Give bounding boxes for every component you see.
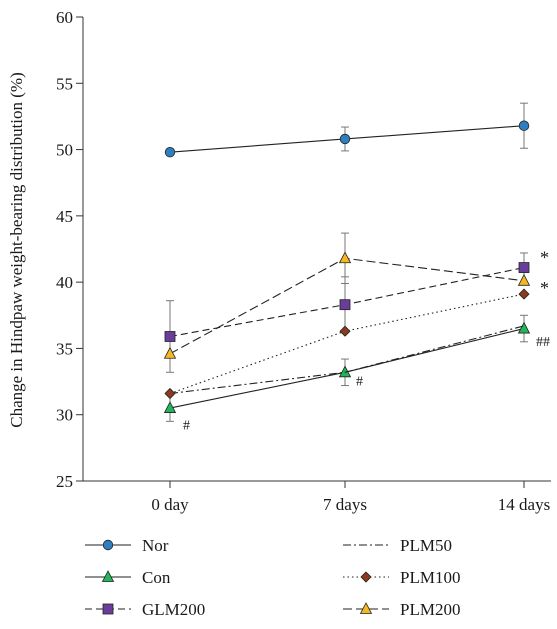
y-tick-label: 45 — [56, 207, 73, 226]
data-point-plm100 — [339, 325, 351, 337]
legend-marker-nor — [102, 539, 114, 551]
data-point-nor — [339, 133, 351, 145]
series-layer — [163, 102, 531, 422]
significance-annotation: * — [540, 278, 549, 298]
legend-label-nor: Nor — [142, 536, 169, 555]
y-ticks: 25 30 35 40 45 50 55 60 — [56, 8, 83, 491]
y-tick-label: 50 — [56, 141, 73, 160]
series-plm100 — [164, 288, 530, 400]
series-nor — [164, 102, 530, 158]
y-tick-label: 60 — [56, 8, 73, 27]
legend-marker-glm200 — [102, 603, 114, 615]
y-tick-label: 25 — [56, 472, 73, 491]
legend-marker-con — [101, 570, 115, 582]
legend-item-plm50: PLM50 — [343, 536, 452, 555]
legend-label-plm100: PLM100 — [400, 568, 460, 587]
y-axis-label: Change in Hindpaw weight-bearing distrib… — [7, 72, 26, 428]
data-point-nor — [164, 147, 176, 158]
data-point-glm200 — [339, 299, 351, 311]
x-tick-label: 14 days — [498, 495, 550, 514]
x-tick-label: 0 day — [151, 495, 189, 514]
data-point-glm200 — [164, 331, 176, 342]
significance-annotation: # — [183, 418, 190, 433]
significance-annotation: # — [356, 375, 363, 390]
legend-marker-plm200 — [359, 602, 373, 614]
series-plm50 — [169, 325, 525, 395]
data-point-plm100 — [164, 387, 176, 400]
data-point-glm200 — [518, 262, 530, 273]
significance-annotation: * — [540, 248, 549, 268]
y-tick-label: 30 — [56, 406, 73, 425]
annotations: ####** — [183, 248, 550, 434]
data-point-nor — [518, 120, 530, 131]
series-plm200 — [163, 232, 531, 359]
y-tick-label: 35 — [56, 339, 73, 358]
x-tick-label: 7 days — [323, 495, 367, 514]
legend-item-con: Con — [85, 568, 171, 587]
legend-label-glm200: GLM200 — [142, 600, 205, 619]
legend-item-nor: Nor — [85, 536, 169, 555]
data-point-con — [517, 321, 531, 334]
data-point-plm200 — [338, 251, 352, 264]
legend-item-plm200: PLM200 — [343, 600, 460, 619]
data-point-plm200 — [163, 346, 177, 359]
legend-label-con: Con — [142, 568, 171, 587]
data-point-con — [163, 401, 177, 413]
x-ticks: 0 day 7 days 14 days — [151, 481, 550, 514]
significance-annotation: ## — [536, 335, 550, 350]
legend-label-plm50: PLM50 — [400, 536, 452, 555]
legend-label-plm200: PLM200 — [400, 600, 460, 619]
legend: Nor Con GLM200 PLM50 PLM100 PLM200 — [85, 536, 460, 619]
y-tick-label: 55 — [56, 74, 73, 93]
legend-item-plm100: PLM100 — [343, 568, 460, 587]
data-point-plm200 — [517, 273, 531, 286]
data-point-plm100 — [518, 288, 530, 300]
series-glm200 — [164, 252, 530, 373]
y-tick-label: 40 — [56, 273, 73, 292]
axes: 25 30 35 40 45 50 55 60 0 day 7 days 14 days Chan… — [7, 8, 551, 514]
legend-item-glm200: GLM200 — [85, 600, 205, 619]
series-line-con — [169, 328, 525, 409]
legend-marker-plm100 — [360, 571, 372, 583]
series-line-plm50 — [169, 325, 525, 395]
